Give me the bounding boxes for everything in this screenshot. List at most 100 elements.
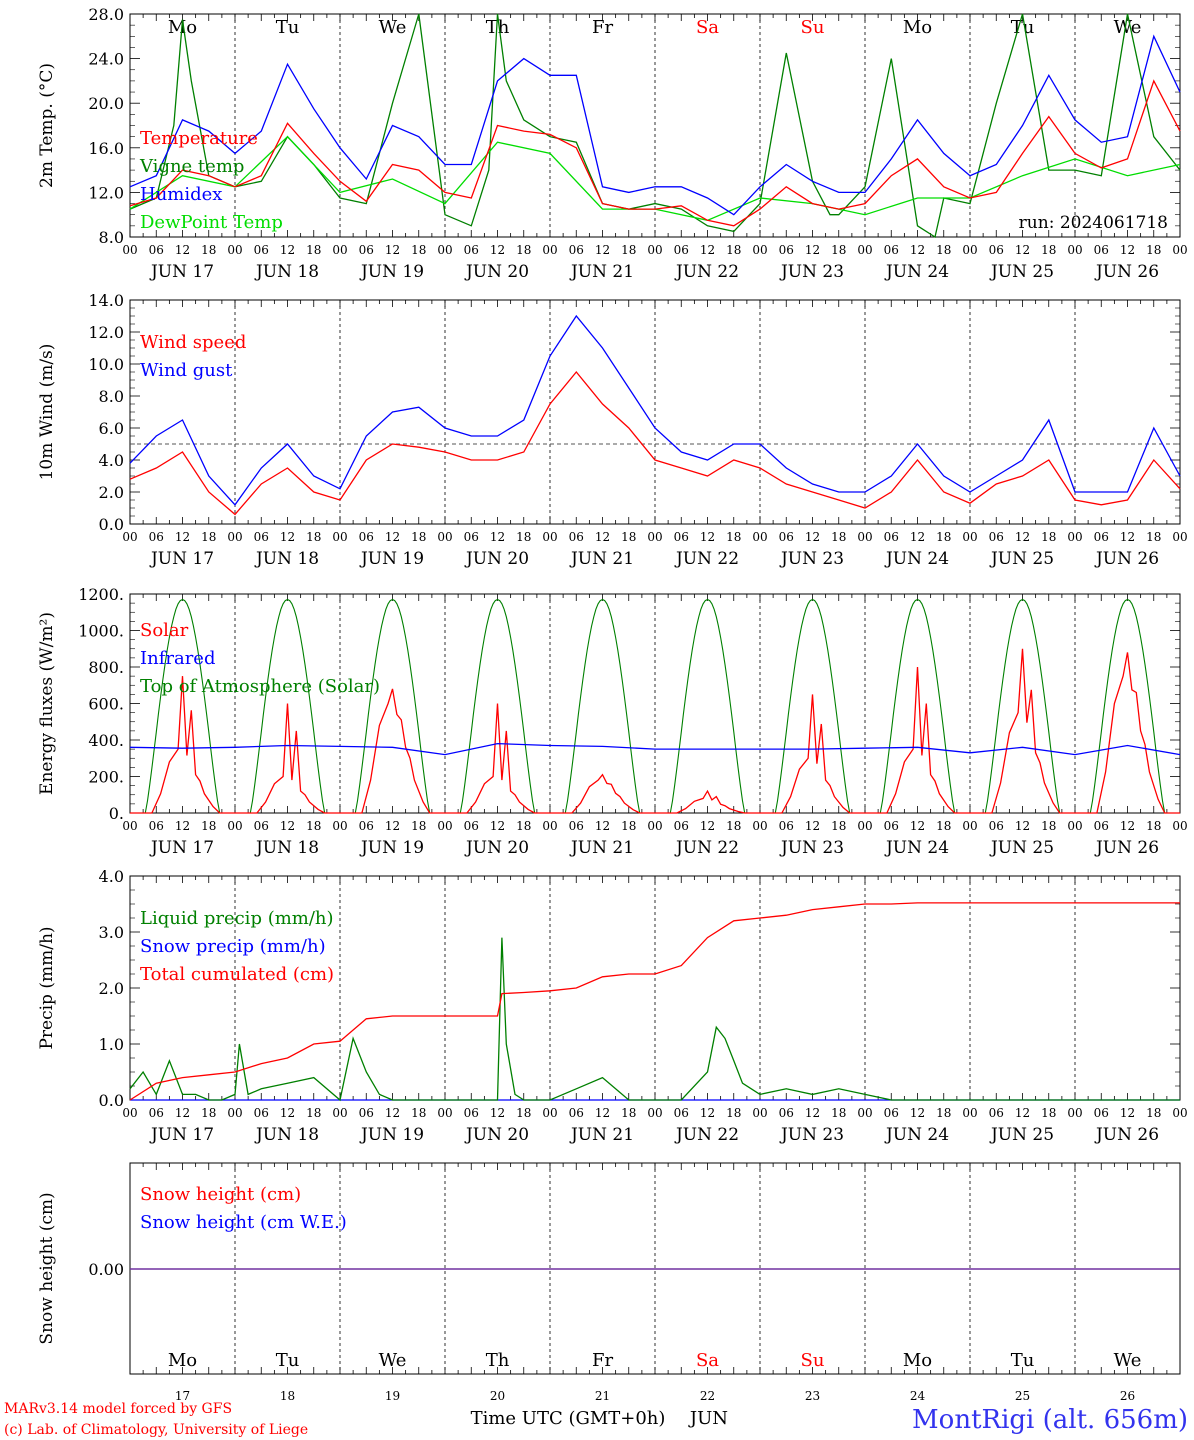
y-tick-label: 20.0 <box>88 94 124 113</box>
hour-tick-label: 18 <box>306 1106 321 1120</box>
hour-tick-label: 06 <box>464 819 479 833</box>
hour-tick-label: 00 <box>332 1106 347 1120</box>
hour-tick-label: 18 <box>201 1106 216 1120</box>
y-tick-label: 4.0 <box>99 451 124 470</box>
day-number-label: 18 <box>280 1389 295 1403</box>
hour-tick-label: 06 <box>674 819 689 833</box>
lab-credit: (c) Lab. of Climatology, University of L… <box>4 1422 308 1438</box>
hour-tick-label: 00 <box>962 819 977 833</box>
legend-entry: Liquid precip (mm/h) <box>140 908 334 929</box>
hour-tick-label: 18 <box>726 243 741 257</box>
hour-tick-label: 12 <box>910 243 925 257</box>
hour-tick-label: 12 <box>490 243 505 257</box>
hour-tick-label: 06 <box>569 819 584 833</box>
legend-entry: Snow height (cm W.E.) <box>140 1212 347 1233</box>
y-axis-label: Energy fluxes (W/m²) <box>37 612 57 795</box>
date-label: JUN 23 <box>779 838 844 858</box>
hour-tick-label: 12 <box>1120 243 1135 257</box>
hour-tick-label: 12 <box>1015 1106 1030 1120</box>
y-tick-label: 2.0 <box>99 979 124 998</box>
y-tick-label: 1200. <box>78 585 124 604</box>
y-tick-label: 0. <box>109 804 124 823</box>
hour-tick-label: 12 <box>280 530 295 544</box>
y-tick-label: 12.0 <box>88 183 124 202</box>
hour-tick-label: 00 <box>647 530 662 544</box>
hour-tick-label: 12 <box>700 243 715 257</box>
panel-frame-1 <box>129 299 1181 525</box>
hour-tick-label: 00 <box>1067 819 1082 833</box>
weekday-label: Mo <box>903 17 932 38</box>
y-tick-label: 0.00 <box>88 1260 124 1279</box>
hour-tick-label: 18 <box>1146 530 1161 544</box>
hour-tick-label: 06 <box>674 243 689 257</box>
y-axis-label: Snow height (cm) <box>37 1192 57 1344</box>
hour-tick-label: 06 <box>254 243 269 257</box>
legend-entry: Solar <box>140 620 189 641</box>
hour-tick-label: 06 <box>149 1106 164 1120</box>
hour-tick-label: 12 <box>595 1106 610 1120</box>
hour-tick-label: 06 <box>989 530 1004 544</box>
y-axis-label: Precip (mm/h) <box>37 926 57 1049</box>
hour-tick-label: 12 <box>490 1106 505 1120</box>
hour-tick-label: 06 <box>989 1106 1004 1120</box>
hour-tick-label: 06 <box>359 819 374 833</box>
hour-tick-label: 18 <box>1041 819 1056 833</box>
hour-tick-label: 00 <box>962 1106 977 1120</box>
hour-tick-label: 18 <box>1146 819 1161 833</box>
hour-tick-label: 00 <box>752 1106 767 1120</box>
hour-tick-label: 12 <box>805 1106 820 1120</box>
date-label: JUN 17 <box>149 838 214 858</box>
hour-tick-label: 00 <box>542 243 557 257</box>
hour-tick-label: 18 <box>936 819 951 833</box>
hour-tick-label: 00 <box>857 243 872 257</box>
hour-tick-label: 06 <box>569 530 584 544</box>
hour-tick-label: 06 <box>884 819 899 833</box>
y-axis-label: 10m Wind (m/s) <box>37 344 57 481</box>
hour-tick-label: 06 <box>569 243 584 257</box>
weekday-label: Th <box>486 1350 510 1371</box>
hour-tick-label: 18 <box>411 1106 426 1120</box>
date-label: JUN 18 <box>254 1125 319 1145</box>
series-line-green <box>129 937 1180 1102</box>
date-label: JUN 20 <box>464 838 529 858</box>
legend-entry: Total cumulated (cm) <box>140 964 334 985</box>
hour-tick-label: 06 <box>779 819 794 833</box>
hour-tick-label: 00 <box>437 819 452 833</box>
hour-tick-label: 18 <box>621 530 636 544</box>
hour-tick-label: 06 <box>989 819 1004 833</box>
date-label: JUN 24 <box>884 262 949 282</box>
hour-tick-label: 18 <box>516 243 531 257</box>
day-number-label: 24 <box>910 1389 926 1403</box>
hour-tick-label: 12 <box>595 530 610 544</box>
y-tick-label: 0.0 <box>99 1091 124 1110</box>
y-tick-label: 4.0 <box>99 867 124 886</box>
hour-tick-label: 18 <box>831 243 846 257</box>
series-line-blue <box>129 34 1181 216</box>
hour-tick-label: 18 <box>726 530 741 544</box>
hour-tick-label: 00 <box>647 1106 662 1120</box>
date-label: JUN 24 <box>884 549 949 569</box>
date-label: JUN 21 <box>569 838 634 858</box>
hour-tick-label: 06 <box>254 530 269 544</box>
hour-tick-label: 06 <box>1094 1106 1109 1120</box>
hour-tick-label: 18 <box>831 1106 846 1120</box>
date-label: JUN 22 <box>674 262 739 282</box>
hour-tick-label: 18 <box>411 243 426 257</box>
legend-entry: Infrared <box>140 648 215 669</box>
hour-tick-label: 06 <box>464 530 479 544</box>
weekday-label: Tu <box>1011 1350 1035 1371</box>
hour-tick-label: 18 <box>201 819 216 833</box>
weekday-label: Mo <box>903 1350 932 1371</box>
legend-entry: Vigne temp <box>139 156 244 177</box>
hour-tick-label: 00 <box>1172 530 1187 544</box>
hour-tick-label: 06 <box>884 243 899 257</box>
hour-tick-label: 18 <box>831 530 846 544</box>
hour-tick-label: 00 <box>752 819 767 833</box>
hour-tick-label: 12 <box>700 1106 715 1120</box>
hour-tick-label: 18 <box>726 1106 741 1120</box>
date-label: JUN 24 <box>884 838 949 858</box>
hour-tick-label: 18 <box>831 819 846 833</box>
date-label: JUN 19 <box>359 838 424 858</box>
hour-tick-label: 00 <box>437 1106 452 1120</box>
